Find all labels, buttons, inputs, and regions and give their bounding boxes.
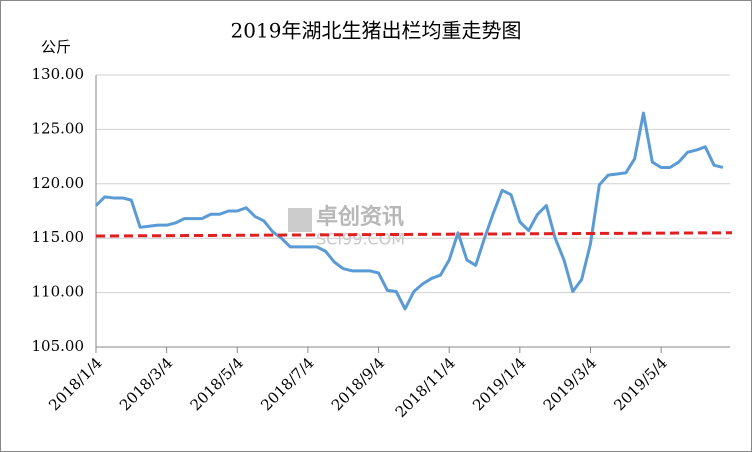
trend-line xyxy=(95,231,733,238)
y-tick-label: 120.00 xyxy=(32,174,85,192)
watermark-text: 卓创资讯 xyxy=(316,205,404,230)
chart-title: 2019年湖北生猪出栏均重走势图 xyxy=(231,19,522,43)
y-tick-label: 115.00 xyxy=(32,228,85,246)
y-tick-label: 110.00 xyxy=(32,283,85,301)
watermark-logo xyxy=(288,208,312,232)
watermark-subtext: SCI99.COM xyxy=(316,230,405,249)
data-line xyxy=(94,111,724,311)
y-tick-label: 125.00 xyxy=(32,119,85,137)
y-axis-label: 公斤 xyxy=(41,38,71,56)
y-tick-label: 130.00 xyxy=(32,65,85,83)
y-tick-label: 105.00 xyxy=(32,337,85,355)
